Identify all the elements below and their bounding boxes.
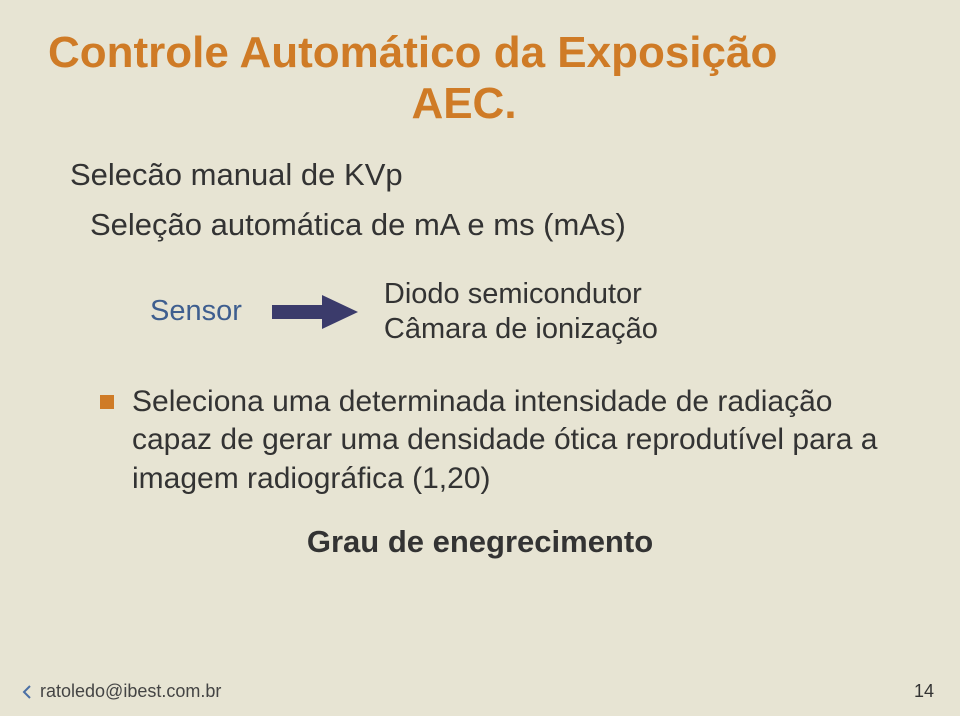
bullet-item: Seleciona uma determinada intensidade de…: [40, 383, 920, 498]
subtitle-auto-ma-ms: Seleção automática de mA e ms (mAs): [40, 207, 920, 243]
footer-email: ratoledo@ibest.com.br: [20, 681, 221, 702]
slide-title: Controle Automático da Exposição AEC.: [40, 28, 920, 129]
title-line-1: Controle Automático da Exposição: [48, 28, 880, 79]
sensor-description: Diodo semicondutor Câmara de ionização: [384, 277, 658, 347]
bullet-square-icon: [100, 395, 114, 409]
subtitle-manual-kvp: Selecão manual de KVp: [40, 157, 920, 193]
sensor-desc-line-2: Câmara de ionização: [384, 312, 658, 347]
centered-heading: Grau de enegrecimento: [40, 524, 920, 560]
slide: Controle Automático da Exposição AEC. Se…: [0, 0, 960, 716]
footer-email-text: ratoledo@ibest.com.br: [40, 681, 221, 702]
arrow-icon: [272, 295, 358, 329]
page-number: 14: [914, 681, 934, 702]
bullet-text: Seleciona uma determinada intensidade de…: [132, 383, 890, 498]
title-line-2: AEC.: [48, 79, 880, 130]
chevron-left-icon: [20, 684, 34, 700]
sensor-row: Sensor Diodo semicondutor Câmara de ioni…: [40, 277, 920, 347]
sensor-desc-line-1: Diodo semicondutor: [384, 277, 658, 312]
sensor-label: Sensor: [150, 295, 242, 328]
